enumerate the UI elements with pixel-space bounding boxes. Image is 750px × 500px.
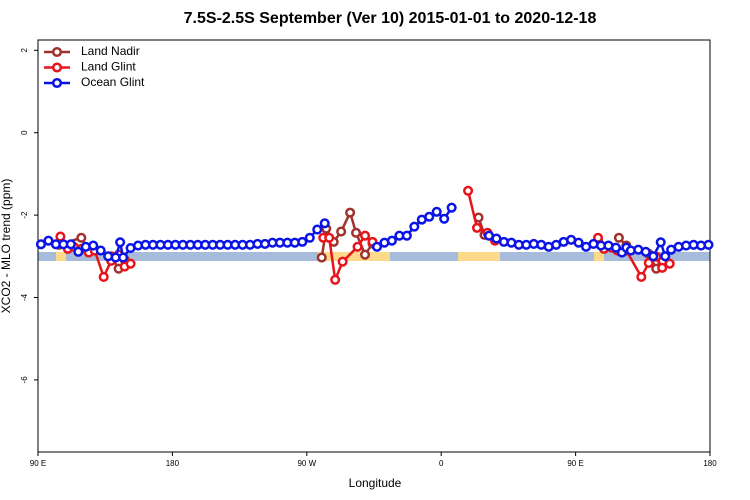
point — [371, 241, 383, 252]
land-strip — [458, 252, 500, 261]
point — [351, 227, 362, 238]
legend-marker — [51, 62, 63, 73]
point — [471, 222, 483, 233]
x-tick-label: 0 — [439, 459, 444, 468]
point — [431, 206, 442, 217]
y-tick-label: -4 — [20, 293, 29, 301]
point — [463, 185, 474, 196]
point — [76, 232, 87, 243]
point — [55, 231, 66, 242]
point — [386, 235, 397, 246]
y-tick-label: 0 — [20, 130, 29, 135]
point — [613, 232, 624, 243]
series — [35, 202, 714, 263]
point — [640, 246, 651, 257]
y-tick-label: 2 — [20, 48, 29, 53]
point — [118, 252, 129, 263]
surface-strip — [38, 252, 710, 261]
point — [297, 236, 308, 247]
point — [304, 232, 315, 243]
point — [409, 221, 420, 232]
x-tick-label: 180 — [703, 459, 717, 468]
point — [424, 211, 435, 222]
legend-label: Ocean Glint — [81, 75, 145, 89]
point — [359, 249, 371, 260]
series — [55, 185, 675, 285]
point — [316, 252, 327, 263]
x-tick-label: 180 — [166, 459, 180, 468]
point — [115, 237, 126, 248]
x-tick-label: 90 W — [297, 459, 316, 468]
point — [352, 241, 363, 252]
point — [345, 207, 356, 218]
point — [643, 257, 654, 268]
point — [319, 218, 330, 229]
x-tick-label: 90 E — [30, 459, 46, 468]
land-strip — [594, 252, 604, 261]
point — [401, 230, 412, 241]
point — [73, 246, 84, 257]
point — [98, 271, 109, 282]
point — [636, 271, 647, 282]
point — [703, 239, 714, 250]
point — [125, 258, 136, 269]
point — [610, 242, 621, 253]
point — [88, 240, 99, 251]
point — [439, 213, 450, 224]
point — [664, 258, 675, 269]
x-axis-label: Longitude — [349, 476, 402, 490]
land-strip — [56, 252, 66, 261]
legend-marker — [51, 46, 63, 58]
legend-label: Land Glint — [81, 60, 136, 74]
land-strip — [318, 252, 390, 261]
y-tick-label: -2 — [20, 211, 29, 219]
point — [657, 262, 668, 273]
point — [655, 237, 666, 248]
x-tick-label: 90 E — [567, 459, 583, 468]
legend-marker — [51, 77, 63, 89]
point — [35, 239, 47, 250]
point — [312, 224, 323, 235]
point — [65, 239, 76, 250]
point — [446, 202, 457, 213]
y-axis-label: XCO2 - MLO trend (ppm) — [0, 179, 13, 314]
point — [648, 251, 659, 262]
point — [43, 235, 54, 246]
y-tick-label: -6 — [20, 376, 29, 384]
point — [359, 230, 371, 241]
legend-label: Land Nadir — [81, 44, 140, 58]
point — [324, 232, 335, 243]
point — [573, 237, 584, 248]
point — [336, 226, 347, 237]
chart-title: 7.5S-2.5S September (Ver 10) 2015-01-01 … — [184, 10, 597, 27]
point — [95, 245, 106, 256]
point — [330, 274, 341, 285]
point — [660, 251, 671, 262]
point — [337, 256, 348, 267]
